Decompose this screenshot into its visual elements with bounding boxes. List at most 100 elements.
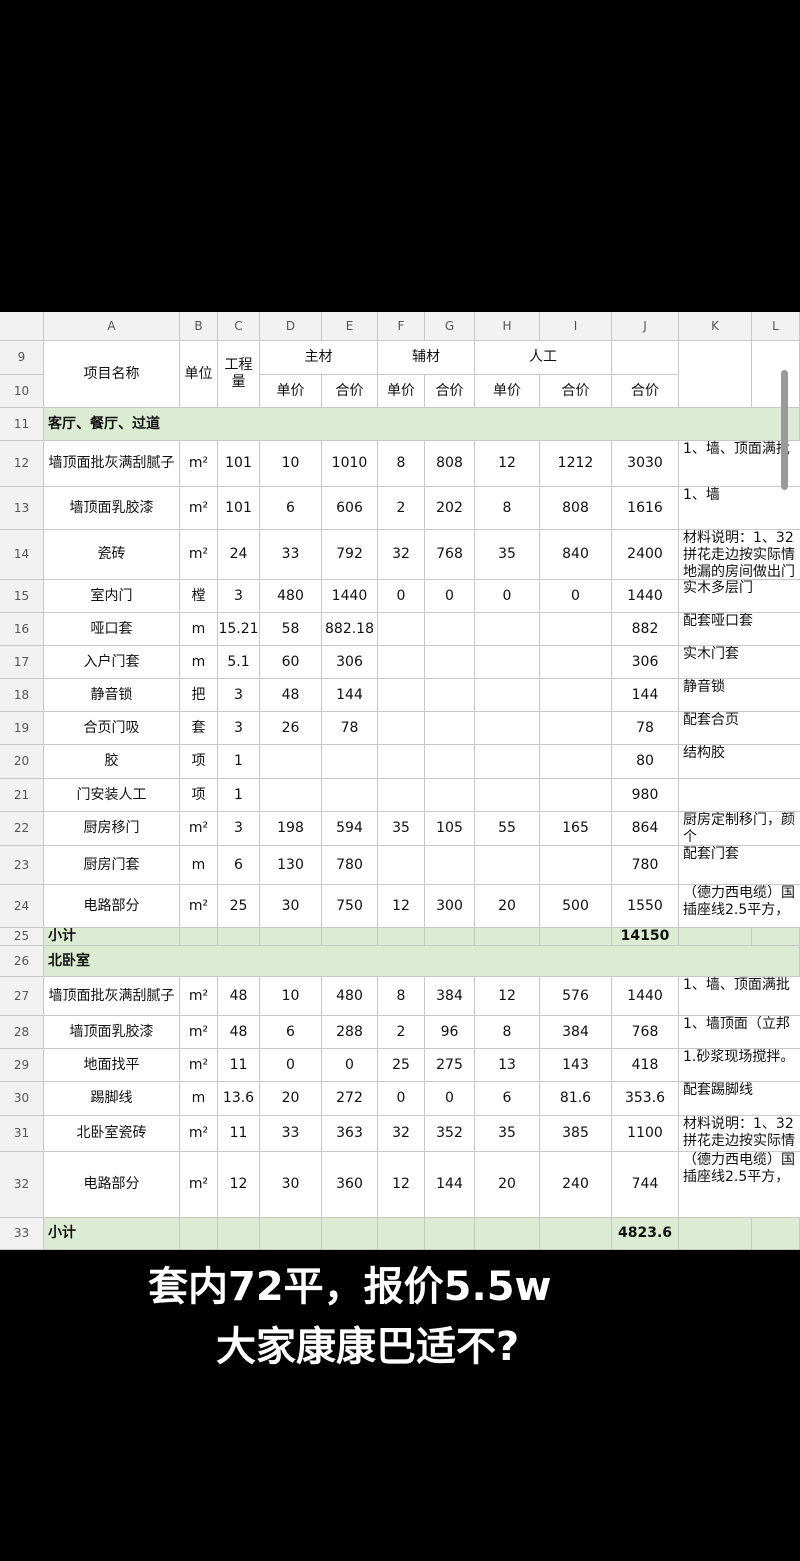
cell (322, 779, 378, 812)
cell: 80 (612, 745, 679, 779)
cell: 8 (475, 1016, 540, 1049)
header-cell: 合价 (425, 375, 475, 408)
cell: 合页门吸 (44, 712, 180, 745)
cell: 606 (322, 487, 378, 530)
cell (540, 646, 612, 679)
header-cell (612, 341, 679, 375)
cell: 744 (612, 1152, 679, 1218)
cell (475, 928, 540, 946)
cell (475, 846, 540, 885)
cell: 300 (425, 885, 475, 928)
note-line: 拼花走边按实际情 (683, 1133, 795, 1149)
cell: 地面找平 (44, 1049, 180, 1082)
note-cell: 1.砂浆现场搅拌。 (679, 1049, 800, 1082)
cell: 电路部分 (44, 885, 180, 928)
row-number: 12 (0, 441, 44, 487)
caption: 大家康康巴适不? (216, 1324, 520, 1370)
note-line: 1.砂浆现场搅拌。 (683, 1049, 795, 1065)
column-letter: B (180, 312, 218, 341)
cell: 3 (218, 679, 260, 712)
row-number: 28 (0, 1016, 44, 1049)
header-cell: 人工 (475, 341, 612, 375)
cell: 864 (612, 812, 679, 846)
cell: 樘 (180, 580, 218, 613)
note-line: 1、墙、顶面满批 (683, 441, 790, 457)
note-cell (679, 779, 800, 812)
row-number: 33 (0, 1218, 44, 1250)
row-number: 10 (0, 375, 44, 408)
cell (322, 928, 378, 946)
subtotal-label: 小计 (44, 928, 180, 946)
cell: 144 (612, 679, 679, 712)
cell: 厨房移门 (44, 812, 180, 846)
note-cell: 材料说明：1、32 拼花走边按实际情 (679, 1116, 800, 1152)
cell: m (180, 846, 218, 885)
cell: 882 (612, 613, 679, 646)
cell (540, 613, 612, 646)
cell: 8 (475, 487, 540, 530)
cell (378, 1218, 425, 1250)
header-cell: 合价 (612, 375, 679, 408)
cell: 385 (540, 1116, 612, 1152)
cell: 2400 (612, 530, 679, 580)
cell: 1 (218, 779, 260, 812)
cell (540, 712, 612, 745)
cell: 768 (425, 530, 475, 580)
cell: 6 (260, 487, 322, 530)
scrollbar[interactable] (781, 370, 788, 490)
cell: 12 (378, 1152, 425, 1218)
note-line: 厨房定制移门，颜 (683, 812, 795, 828)
cell: 1010 (322, 441, 378, 487)
cell: 240 (540, 1152, 612, 1218)
note-cell: 实木门套 (679, 646, 800, 679)
cell: 360 (322, 1152, 378, 1218)
cell: 1100 (612, 1116, 679, 1152)
cell (425, 646, 475, 679)
cell: m² (180, 1049, 218, 1082)
cell: 500 (540, 885, 612, 928)
note-line: 材料说明：1、32 (683, 1116, 794, 1132)
note-cell: （德力西电缆）国 插座线2.5平方， (679, 885, 800, 928)
cell: 0 (378, 1082, 425, 1116)
header-cell: 合价 (322, 375, 378, 408)
cell (540, 779, 612, 812)
cell (260, 928, 322, 946)
column-letter: K (679, 312, 752, 341)
note-line: 材料说明：1、32 (683, 530, 794, 546)
cell (378, 745, 425, 779)
cell (679, 928, 752, 946)
cell (475, 712, 540, 745)
note-cell: 材料说明：1、32 拼花走边按实际情 地漏的房间做出门 (679, 530, 800, 580)
spreadsheet: A B C D E F G H I J K L 9 10 项目名称 单位 工程量 主材 辅材 人工 单价 合价 单价 合价 单价… (0, 312, 800, 1250)
cell (425, 745, 475, 779)
cell: 81.6 (540, 1082, 612, 1116)
cell: 0 (378, 580, 425, 613)
cell: 6 (218, 846, 260, 885)
cell: 电路部分 (44, 1152, 180, 1218)
note-line: 实木多层门 (683, 580, 753, 596)
row-number: 26 (0, 946, 44, 977)
cell: 980 (612, 779, 679, 812)
column-letter: J (612, 312, 679, 341)
cell (378, 779, 425, 812)
note-line: 拼花走边按实际情 (683, 547, 795, 563)
cell: 20 (475, 1152, 540, 1218)
cell: 把 (180, 679, 218, 712)
row-number: 24 (0, 885, 44, 928)
row-number: 17 (0, 646, 44, 679)
cell: 288 (322, 1016, 378, 1049)
note-line: 配套踢脚线 (683, 1082, 753, 1098)
cell: 3 (218, 812, 260, 846)
cell: 1440 (612, 977, 679, 1016)
header-cell: 单价 (260, 375, 322, 408)
cell: 30 (260, 1152, 322, 1218)
cell (378, 846, 425, 885)
cell: 6 (260, 1016, 322, 1049)
note-line: 个 (683, 829, 697, 845)
cell: 1440 (612, 580, 679, 613)
cell (540, 928, 612, 946)
cell (218, 1218, 260, 1250)
cell (752, 341, 800, 408)
note-line: 1、墙、顶面满批 (683, 977, 790, 993)
